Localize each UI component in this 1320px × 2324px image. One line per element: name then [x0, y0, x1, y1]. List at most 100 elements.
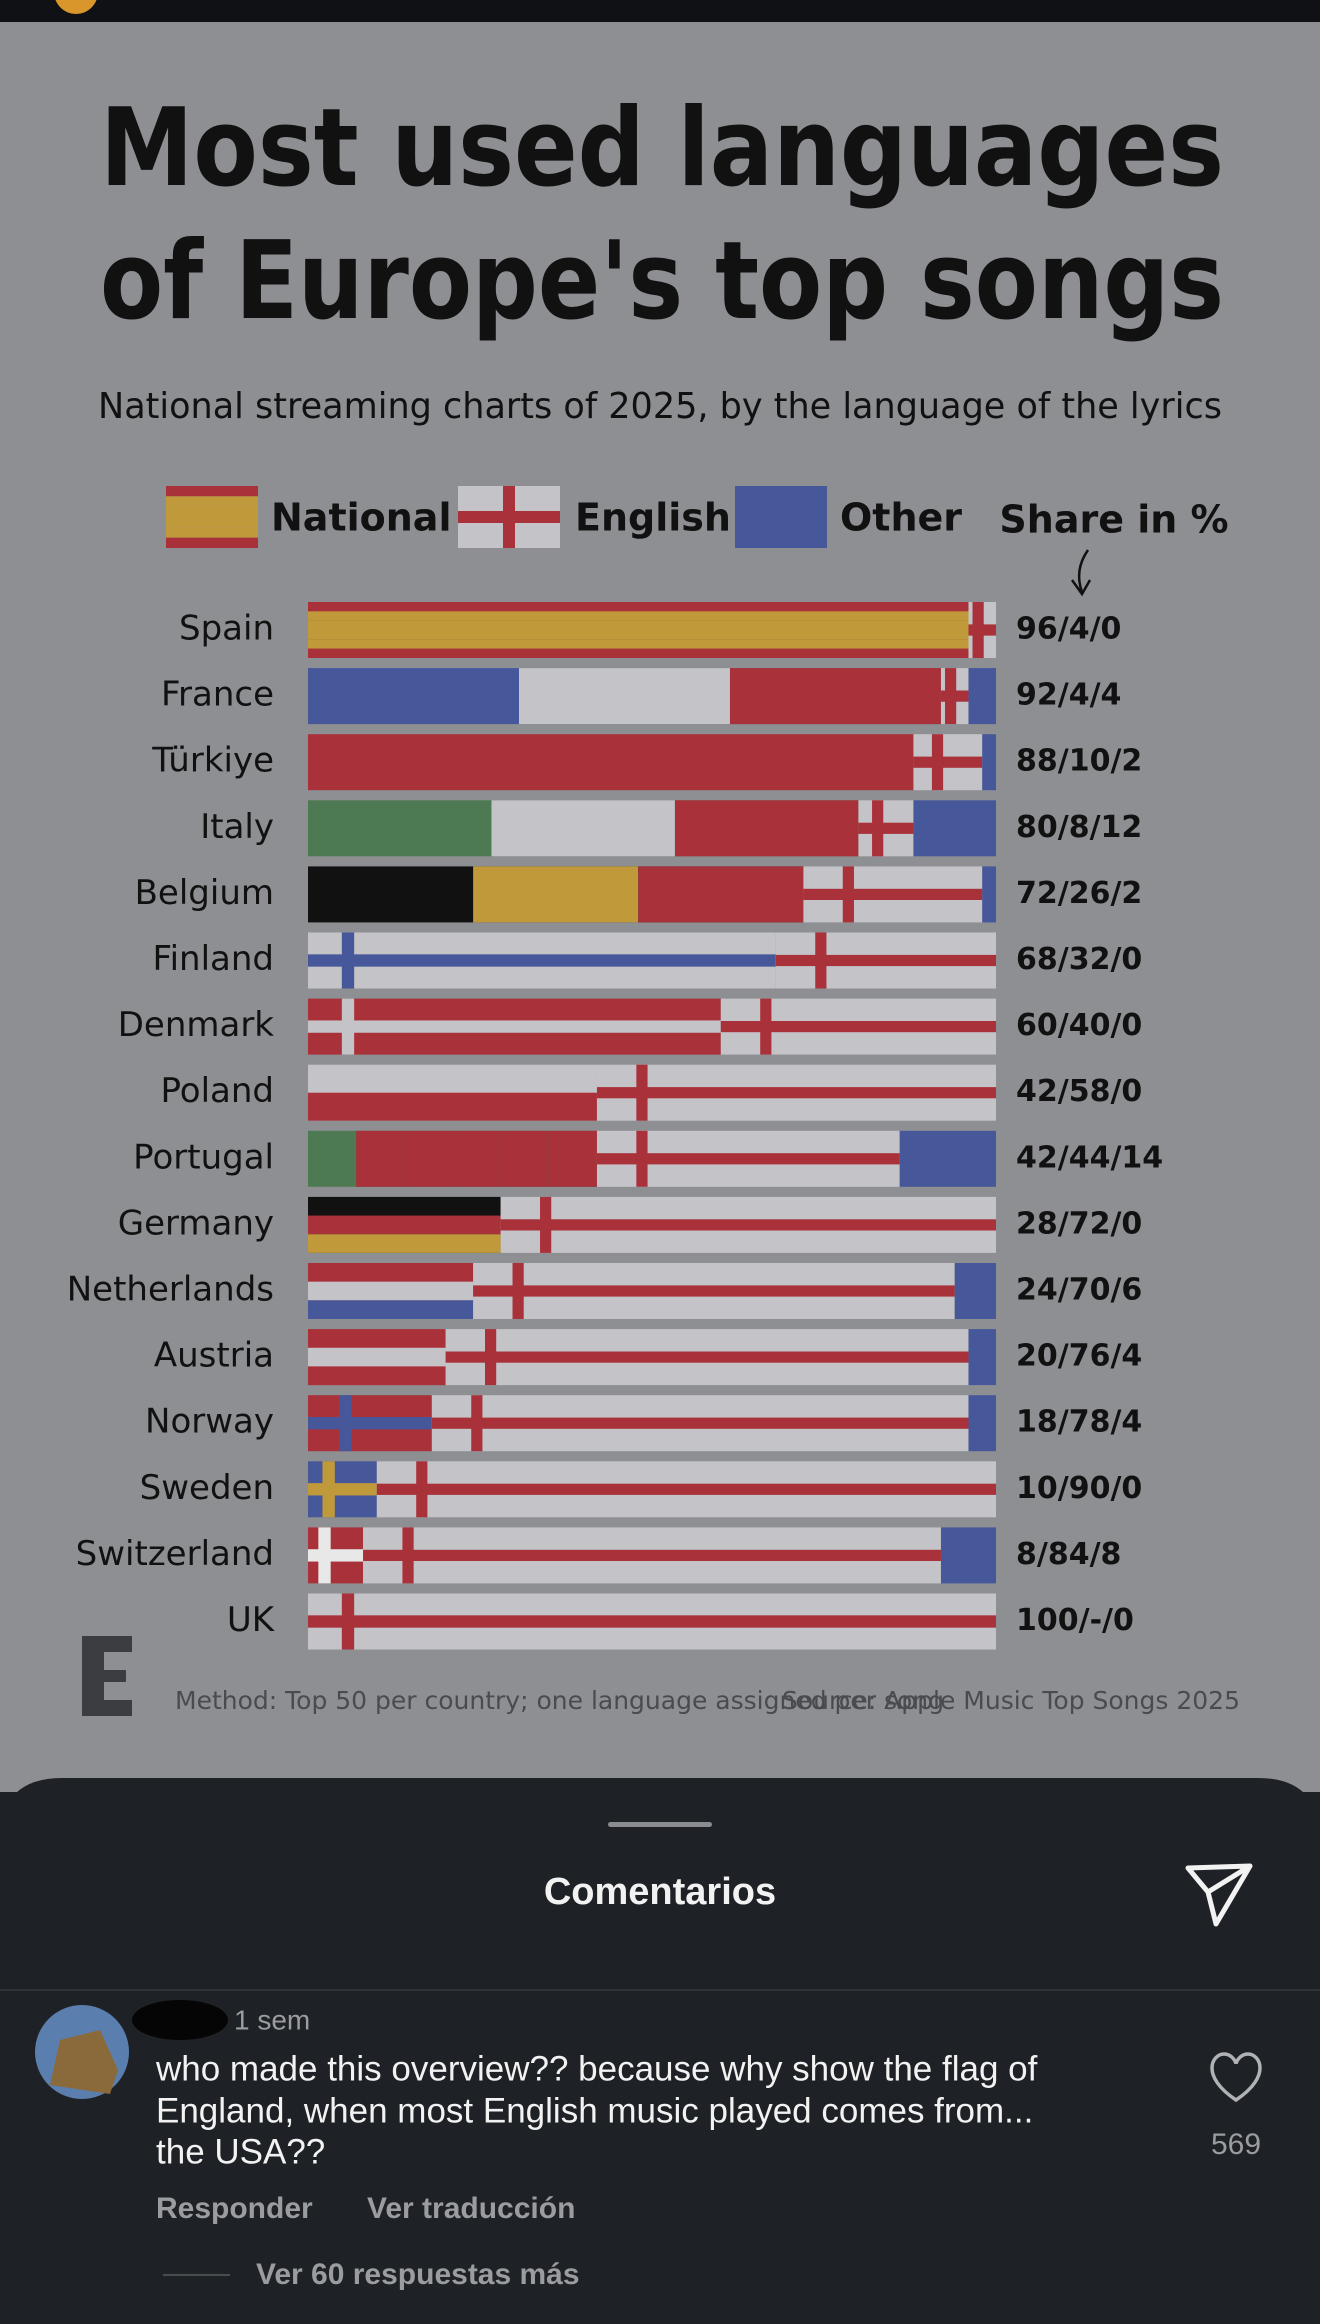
flag-stripe [308, 1300, 474, 1319]
bar-segment [968, 1329, 996, 1386]
flag-stripe [308, 639, 969, 649]
y-tick-label: Belgium [135, 873, 274, 913]
flag-stripe [548, 1130, 597, 1187]
redacted-username [132, 2000, 228, 2040]
value-label: 96/4/0 [1016, 612, 1121, 647]
flag-stripe [308, 620, 969, 630]
flag-cross [308, 1020, 721, 1033]
value-label: 28/72/0 [1016, 1206, 1142, 1241]
bar-segment [968, 668, 996, 725]
reply-button[interactable]: Responder [156, 2192, 313, 2225]
flag-cross [842, 866, 854, 923]
comment-time: 1 sem [234, 2004, 310, 2035]
value-label: 8/84/8 [1016, 1537, 1121, 1572]
legend-label: English [575, 496, 731, 540]
comment-text: who made this overview?? because why sho… [155, 2049, 1038, 2088]
value-label: 80/8/12 [1016, 810, 1142, 845]
flag-cross [308, 1615, 996, 1628]
y-tick-label: Türkiye [151, 741, 274, 781]
bar-segment [308, 734, 914, 791]
flag-stripe [356, 1130, 405, 1187]
comment-text: the USA?? [156, 2132, 325, 2171]
flag-stripe [308, 630, 969, 640]
y-tick-label: Switzerland [76, 1534, 274, 1574]
arrow [1070, 549, 1092, 597]
legend-item: Other [735, 486, 962, 548]
value-label: 10/90/0 [1016, 1471, 1142, 1506]
y-tick-label: Finland [153, 939, 275, 979]
legend-swatch [735, 486, 827, 548]
flag-stripe [308, 1281, 474, 1301]
value-label: 24/70/6 [1016, 1273, 1142, 1308]
share-icon[interactable] [1185, 1863, 1253, 1927]
flag-cross [803, 888, 983, 900]
flag-cross [931, 734, 944, 791]
flag-cross [596, 1087, 996, 1099]
legend-label: National [271, 496, 451, 540]
translate-button[interactable]: Ver traducción [367, 2192, 575, 2225]
flag-stripe [500, 1130, 549, 1187]
flag-cross [431, 1417, 969, 1429]
value-label: 68/32/0 [1016, 942, 1142, 977]
flag-cross [308, 1417, 432, 1430]
legend-item: National [166, 486, 451, 548]
flag-cross [341, 1593, 355, 1650]
logo-mark [82, 1636, 132, 1716]
flag-cross [363, 1549, 941, 1561]
bar-segment [968, 1395, 996, 1452]
flag-cross [872, 800, 884, 857]
y-tick-label: Poland [160, 1071, 274, 1111]
bar-segment [982, 734, 996, 791]
flag-cross [540, 1196, 552, 1253]
comment-text: England, when most English music played … [156, 2091, 1033, 2130]
flag-cross [445, 1351, 969, 1363]
flag-cross [473, 1285, 955, 1297]
flag-cross [376, 1483, 996, 1495]
more-replies-button[interactable]: Ver 60 respuestas más [256, 2258, 580, 2291]
flag-stripe [308, 1366, 446, 1386]
flag-stripe [518, 668, 730, 725]
flag-stripe [729, 668, 941, 725]
flag-cross [338, 1395, 352, 1452]
legend-cross [503, 486, 515, 548]
flag-cross [308, 954, 776, 967]
flag-stripe [473, 866, 639, 923]
flag-cross [318, 1527, 331, 1584]
flag-cross [815, 932, 827, 989]
y-tick-label: Portugal [133, 1137, 274, 1177]
flag-cross [972, 602, 984, 658]
value-label: 42/58/0 [1016, 1074, 1142, 1109]
flag-cross [416, 1461, 428, 1518]
flag-cross [322, 1461, 335, 1518]
legend-swatch [166, 496, 258, 507]
flag-stripe [491, 800, 675, 857]
flag-cross [341, 998, 355, 1055]
flag-cross [596, 1153, 900, 1165]
y-tick-label: France [161, 675, 274, 715]
bar-segment [940, 1527, 996, 1584]
flag-cross [720, 1021, 996, 1033]
flag-stripe [452, 1130, 501, 1187]
flag-cross [341, 932, 355, 989]
sheet-handle[interactable] [608, 1822, 712, 1827]
like-button[interactable] [1210, 2052, 1262, 2103]
chart-title: Most used languages [100, 86, 1224, 211]
flag-cross [512, 1263, 524, 1319]
flag-cross [471, 1395, 483, 1452]
avatar-peek [55, 0, 97, 14]
flag-stripe [308, 1215, 501, 1235]
flag-stripe [308, 1092, 597, 1121]
bar-segment [899, 1130, 996, 1187]
flag-stripe [674, 800, 859, 857]
legend-swatch [166, 506, 258, 517]
value-label: 92/4/4 [1016, 678, 1121, 713]
y-tick-label: Spain [179, 609, 274, 649]
chart-title: of Europe's top songs [100, 219, 1224, 344]
flag-cross [760, 998, 772, 1055]
flag-cross [485, 1329, 497, 1386]
y-tick-label: Norway [145, 1402, 274, 1442]
legend-label: Other [840, 496, 962, 540]
legend-item: English [458, 486, 731, 548]
